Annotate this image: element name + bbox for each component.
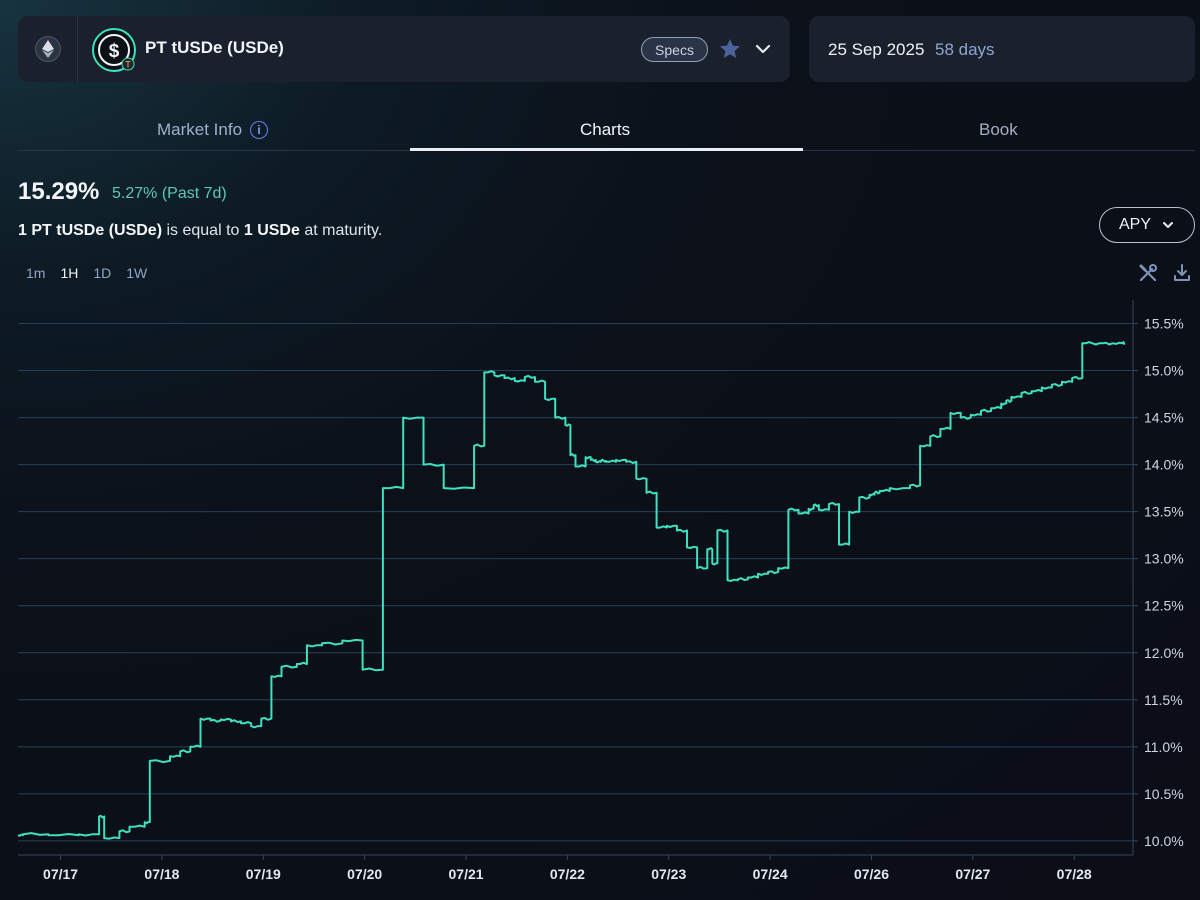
interval-1w[interactable]: 1W xyxy=(126,265,148,281)
star-icon[interactable] xyxy=(718,37,742,61)
y-tick-label: 14.0% xyxy=(1144,457,1184,473)
svg-text:$: $ xyxy=(109,41,120,62)
x-tick-label: 07/23 xyxy=(651,866,686,882)
tab-book[interactable]: Book xyxy=(979,120,1018,139)
info-icon: i xyxy=(250,121,269,139)
series-line xyxy=(17,341,1126,840)
y-tick-label: 15.5% xyxy=(1144,316,1184,332)
chevron-down-icon xyxy=(1163,222,1173,228)
chain-selector[interactable] xyxy=(18,16,78,82)
tab-market-info[interactable]: Market Info i xyxy=(157,120,269,140)
interval-1d[interactable]: 1D xyxy=(93,265,112,281)
tab-bar: Market Info i Charts Book xyxy=(18,110,1195,151)
y-tick-label: 12.0% xyxy=(1144,645,1184,661)
current-apy: 15.29% xyxy=(18,178,100,205)
interval-selector: 1m 1H 1D 1W xyxy=(26,265,147,281)
days-left: 58 days xyxy=(935,40,995,59)
y-tick-label: 14.5% xyxy=(1144,410,1184,426)
y-tick-label: 10.0% xyxy=(1144,833,1184,849)
tab-charts[interactable]: Charts xyxy=(580,120,631,139)
maturity-date: 25 Sep 2025 xyxy=(828,40,925,59)
y-tick-label: 10.5% xyxy=(1144,786,1184,802)
market-selector[interactable]: $ T PT tUSDe (USDe) Specs xyxy=(18,16,790,82)
metric-label: APY xyxy=(1118,216,1151,233)
y-tick-label: 12.5% xyxy=(1144,598,1184,614)
x-tick-label: 07/18 xyxy=(144,866,179,882)
svg-text:T: T xyxy=(125,60,131,70)
interval-1m[interactable]: 1m xyxy=(26,265,46,281)
apy-chart[interactable]: 10.0% 10.5% 11.0% 11.5% 12.0% 12.5% 13.0% 13.5%… xyxy=(0,295,1200,900)
apy-change: 5.27% (Past 7d) xyxy=(112,185,227,202)
x-tick-label: 07/24 xyxy=(753,866,788,882)
chevron-down-icon[interactable] xyxy=(753,39,773,59)
ethereum-icon xyxy=(34,36,61,62)
y-tick-label: 13.0% xyxy=(1144,551,1184,567)
tools-icon[interactable] xyxy=(1138,263,1158,283)
download-icon[interactable] xyxy=(1172,263,1192,283)
x-tick-label: 07/21 xyxy=(449,866,484,882)
maturity-note: 1 PT tUSDe (USDe) is equal to 1 USDe at … xyxy=(18,222,382,240)
market-name: PT tUSDe (USDe) xyxy=(145,38,284,57)
interval-1h[interactable]: 1H xyxy=(60,265,79,281)
y-tick-label: 11.5% xyxy=(1144,692,1183,708)
maturity-post-text: at maturity. xyxy=(299,222,383,239)
x-tick-label: 07/22 xyxy=(550,866,585,882)
x-tick-label: 07/17 xyxy=(43,866,78,882)
y-tick-label: 13.5% xyxy=(1144,504,1184,520)
usde-dollar-icon: $ T xyxy=(92,28,136,72)
x-tick-label: 07/20 xyxy=(347,866,382,882)
specs-button[interactable]: Specs xyxy=(641,37,708,62)
x-tick-label: 07/26 xyxy=(854,866,889,882)
x-tick-label: 07/28 xyxy=(1057,866,1092,882)
maturity-mid-text: is equal to xyxy=(162,222,244,239)
maturity-amount: 1 USDe xyxy=(243,222,300,239)
y-tick-label: 11.0% xyxy=(1144,739,1183,755)
active-tab-indicator xyxy=(410,148,803,151)
tab-market-info-label: Market Info xyxy=(157,120,243,139)
metric-dropdown[interactable]: APY xyxy=(1099,207,1195,243)
y-tick-label: 15.0% xyxy=(1144,363,1184,379)
x-tick-label: 07/27 xyxy=(955,866,990,882)
x-tick-label: 07/19 xyxy=(246,866,281,882)
maturity-card: 25 Sep 2025 58 days xyxy=(809,16,1195,82)
maturity-pt-label: 1 PT tUSDe (USDe) xyxy=(18,222,163,239)
